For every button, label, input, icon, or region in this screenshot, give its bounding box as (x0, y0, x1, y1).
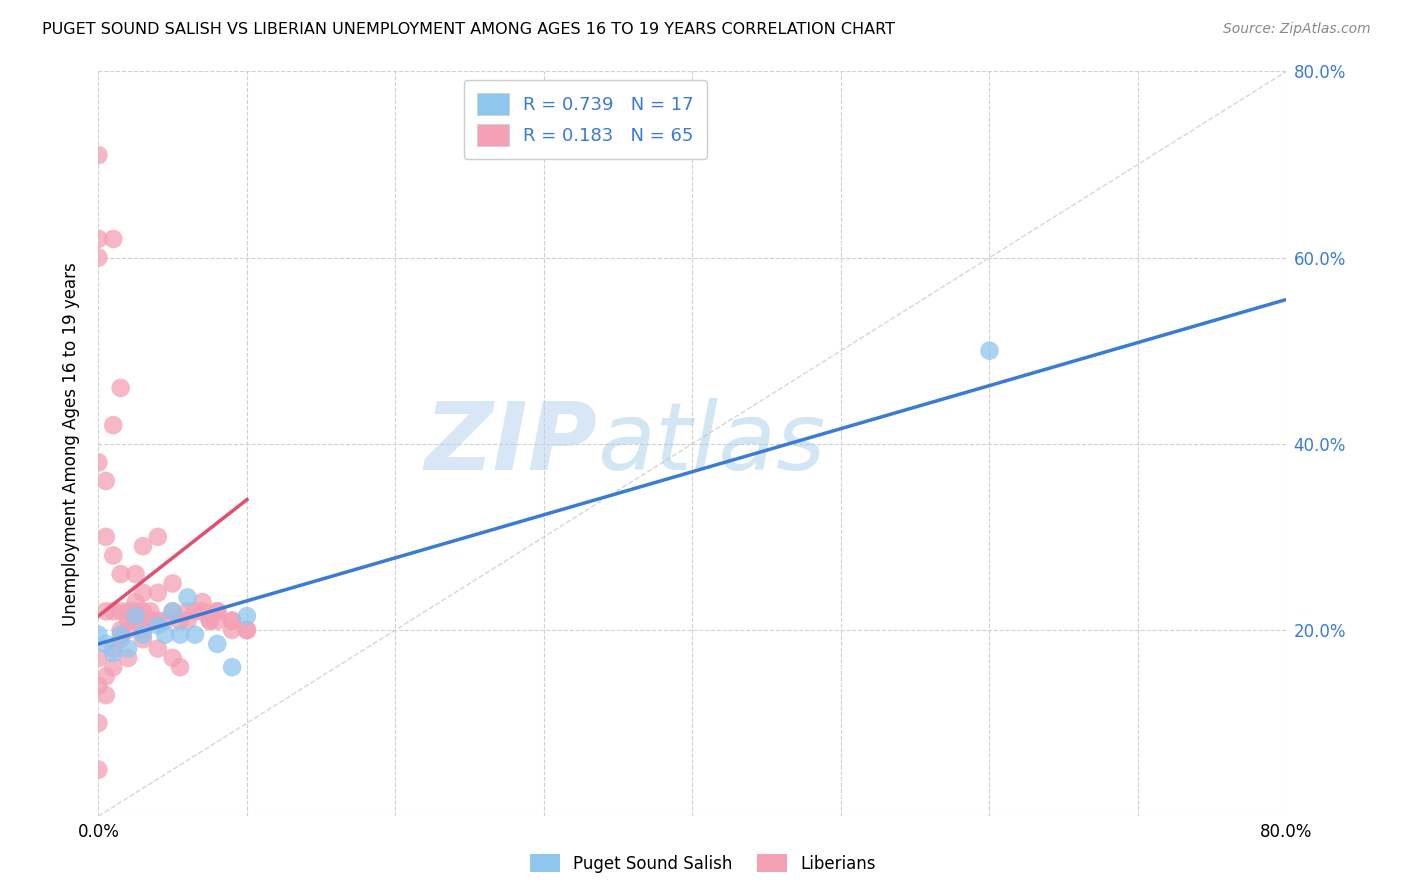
Point (207, 637, 229, 651)
Text: PUGET SOUND SALISH VS LIBERIAN UNEMPLOYMENT AMONG AGES 16 TO 19 YEARS CORRELATIO: PUGET SOUND SALISH VS LIBERIAN UNEMPLOYM… (42, 22, 896, 37)
Point (110, 381, 132, 395)
Text: atlas: atlas (598, 398, 825, 490)
Point (87, 148, 110, 162)
Point (87, 651, 110, 665)
Point (103, 660, 125, 674)
Point (110, 627, 132, 641)
Legend: Puget Sound Salish, Liberians: Puget Sound Salish, Liberians (523, 847, 883, 880)
Point (221, 660, 243, 674)
Point (139, 614, 162, 628)
Point (110, 632, 132, 647)
Point (87, 232, 110, 246)
Point (146, 641, 169, 656)
Point (87, 679, 110, 693)
Point (117, 604, 139, 618)
Point (155, 614, 177, 628)
Point (198, 614, 221, 628)
Point (191, 604, 214, 618)
Point (124, 609, 146, 624)
Point (94, 474, 117, 488)
Point (103, 232, 125, 246)
Point (146, 530, 169, 544)
Point (207, 604, 229, 618)
Point (139, 614, 162, 628)
Point (176, 591, 198, 605)
Y-axis label: Unemployment Among Ages 16 to 19 years: Unemployment Among Ages 16 to 19 years (62, 262, 80, 625)
Legend: R = 0.739   N = 17, R = 0.183   N = 65: R = 0.739 N = 17, R = 0.183 N = 65 (464, 80, 707, 159)
Point (146, 586, 169, 600)
Point (207, 604, 229, 618)
Point (103, 646, 125, 660)
Point (124, 604, 146, 618)
Point (169, 660, 191, 674)
Point (87, 716, 110, 731)
Point (103, 549, 125, 563)
Point (110, 623, 132, 637)
Point (87, 627, 110, 641)
Point (132, 623, 155, 637)
Point (110, 567, 132, 582)
Point (103, 604, 125, 618)
Point (207, 614, 229, 628)
Point (124, 614, 146, 628)
Point (162, 604, 184, 618)
Point (979, 343, 1001, 358)
Point (139, 604, 162, 618)
Point (221, 623, 243, 637)
Point (124, 595, 146, 609)
Point (236, 623, 259, 637)
Point (132, 586, 155, 600)
Point (94, 688, 117, 702)
Point (162, 651, 184, 665)
Point (162, 604, 184, 618)
Point (117, 623, 139, 637)
Point (176, 604, 198, 618)
Point (87, 763, 110, 777)
Point (87, 251, 110, 265)
Point (146, 614, 169, 628)
Point (169, 614, 191, 628)
Point (117, 641, 139, 656)
Point (124, 567, 146, 582)
Point (132, 604, 155, 618)
Point (132, 632, 155, 647)
Text: Source: ZipAtlas.com: Source: ZipAtlas.com (1223, 22, 1371, 37)
Point (169, 627, 191, 641)
Point (132, 627, 155, 641)
Point (176, 614, 198, 628)
Point (236, 623, 259, 637)
Point (110, 604, 132, 618)
Point (221, 614, 243, 628)
Point (94, 530, 117, 544)
Text: ZIP: ZIP (425, 398, 598, 490)
Point (184, 604, 207, 618)
Point (191, 595, 214, 609)
Point (132, 539, 155, 553)
Point (162, 576, 184, 591)
Point (87, 455, 110, 469)
Point (103, 418, 125, 433)
Point (117, 651, 139, 665)
Point (94, 637, 117, 651)
Point (117, 614, 139, 628)
Point (155, 627, 177, 641)
Point (103, 641, 125, 656)
Point (221, 614, 243, 628)
Point (198, 614, 221, 628)
Point (184, 627, 207, 641)
Point (146, 618, 169, 632)
Point (94, 604, 117, 618)
Point (236, 609, 259, 624)
Point (94, 669, 117, 683)
